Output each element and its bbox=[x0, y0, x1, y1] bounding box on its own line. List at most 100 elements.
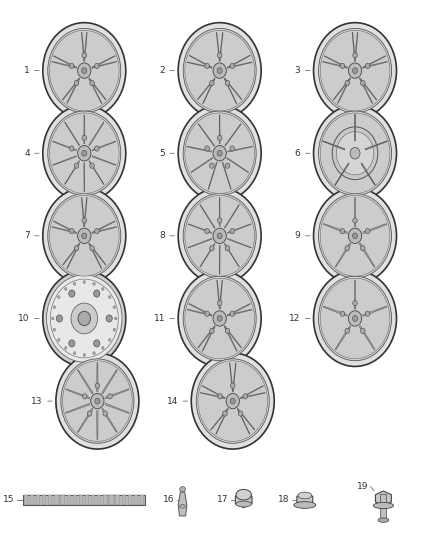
Polygon shape bbox=[227, 303, 251, 316]
Ellipse shape bbox=[350, 148, 360, 159]
Ellipse shape bbox=[213, 228, 226, 244]
Ellipse shape bbox=[314, 271, 396, 367]
Ellipse shape bbox=[61, 359, 134, 443]
Polygon shape bbox=[324, 55, 347, 68]
Ellipse shape bbox=[48, 193, 121, 278]
Ellipse shape bbox=[320, 30, 390, 111]
Ellipse shape bbox=[49, 30, 119, 111]
Ellipse shape bbox=[178, 271, 261, 367]
Ellipse shape bbox=[217, 301, 222, 306]
Ellipse shape bbox=[69, 146, 74, 151]
Polygon shape bbox=[66, 389, 90, 399]
Ellipse shape bbox=[320, 113, 390, 193]
Ellipse shape bbox=[213, 146, 226, 161]
Polygon shape bbox=[105, 403, 129, 414]
Polygon shape bbox=[188, 238, 212, 248]
Ellipse shape bbox=[353, 316, 357, 321]
Ellipse shape bbox=[314, 188, 396, 284]
Polygon shape bbox=[361, 163, 375, 185]
Polygon shape bbox=[211, 409, 228, 430]
Polygon shape bbox=[359, 326, 375, 350]
FancyBboxPatch shape bbox=[23, 495, 145, 505]
Ellipse shape bbox=[74, 246, 79, 251]
Polygon shape bbox=[52, 227, 77, 233]
Ellipse shape bbox=[360, 80, 365, 86]
Polygon shape bbox=[92, 141, 116, 151]
Ellipse shape bbox=[52, 317, 54, 320]
Ellipse shape bbox=[95, 63, 99, 69]
Ellipse shape bbox=[43, 23, 126, 119]
Ellipse shape bbox=[236, 501, 251, 507]
Ellipse shape bbox=[353, 68, 357, 74]
Ellipse shape bbox=[353, 301, 357, 306]
Ellipse shape bbox=[178, 188, 261, 284]
Bar bbox=[67, 495, 71, 505]
Ellipse shape bbox=[230, 383, 235, 389]
Ellipse shape bbox=[332, 127, 378, 180]
Ellipse shape bbox=[113, 328, 116, 331]
Polygon shape bbox=[240, 392, 265, 399]
Polygon shape bbox=[228, 146, 252, 152]
Polygon shape bbox=[217, 280, 220, 309]
Ellipse shape bbox=[180, 487, 185, 492]
Ellipse shape bbox=[230, 146, 235, 151]
Ellipse shape bbox=[223, 411, 227, 416]
Ellipse shape bbox=[43, 188, 126, 284]
Bar bbox=[48, 495, 53, 505]
Polygon shape bbox=[89, 243, 106, 265]
Polygon shape bbox=[200, 205, 215, 228]
Polygon shape bbox=[354, 114, 356, 141]
Ellipse shape bbox=[106, 315, 112, 322]
Text: 13: 13 bbox=[31, 397, 43, 406]
Polygon shape bbox=[215, 409, 228, 434]
Ellipse shape bbox=[225, 80, 230, 86]
Ellipse shape bbox=[365, 63, 370, 69]
Bar bbox=[54, 495, 59, 505]
Polygon shape bbox=[224, 78, 237, 104]
Polygon shape bbox=[219, 246, 220, 274]
Polygon shape bbox=[222, 162, 231, 189]
Ellipse shape bbox=[320, 196, 390, 276]
Ellipse shape bbox=[318, 28, 392, 113]
Ellipse shape bbox=[69, 340, 75, 347]
Ellipse shape bbox=[225, 246, 230, 251]
Ellipse shape bbox=[95, 146, 99, 151]
Bar bbox=[140, 495, 144, 505]
Ellipse shape bbox=[82, 68, 87, 74]
Ellipse shape bbox=[348, 228, 362, 244]
Ellipse shape bbox=[83, 353, 85, 357]
Text: 6: 6 bbox=[295, 149, 300, 158]
Polygon shape bbox=[97, 363, 98, 391]
Text: 14: 14 bbox=[167, 397, 178, 406]
Polygon shape bbox=[67, 78, 80, 103]
Bar bbox=[36, 495, 40, 505]
Polygon shape bbox=[84, 115, 85, 144]
Ellipse shape bbox=[93, 352, 95, 354]
Bar bbox=[103, 495, 107, 505]
Polygon shape bbox=[53, 156, 77, 165]
Ellipse shape bbox=[73, 282, 76, 285]
Ellipse shape bbox=[87, 411, 92, 416]
Polygon shape bbox=[335, 326, 351, 350]
Polygon shape bbox=[225, 124, 241, 146]
Ellipse shape bbox=[196, 359, 269, 443]
Ellipse shape bbox=[115, 317, 117, 320]
Ellipse shape bbox=[217, 316, 222, 321]
Polygon shape bbox=[64, 122, 80, 146]
Ellipse shape bbox=[198, 361, 268, 441]
Ellipse shape bbox=[225, 328, 230, 334]
Ellipse shape bbox=[314, 23, 396, 119]
Polygon shape bbox=[81, 33, 85, 61]
Polygon shape bbox=[187, 309, 212, 316]
Ellipse shape bbox=[180, 504, 186, 508]
Ellipse shape bbox=[78, 228, 91, 244]
Polygon shape bbox=[84, 198, 87, 227]
Ellipse shape bbox=[57, 315, 63, 322]
Text: 15: 15 bbox=[3, 496, 14, 504]
Polygon shape bbox=[323, 223, 347, 233]
Bar bbox=[42, 495, 46, 505]
Ellipse shape bbox=[74, 163, 79, 168]
Polygon shape bbox=[240, 385, 263, 399]
Ellipse shape bbox=[57, 296, 60, 298]
Polygon shape bbox=[335, 243, 351, 267]
